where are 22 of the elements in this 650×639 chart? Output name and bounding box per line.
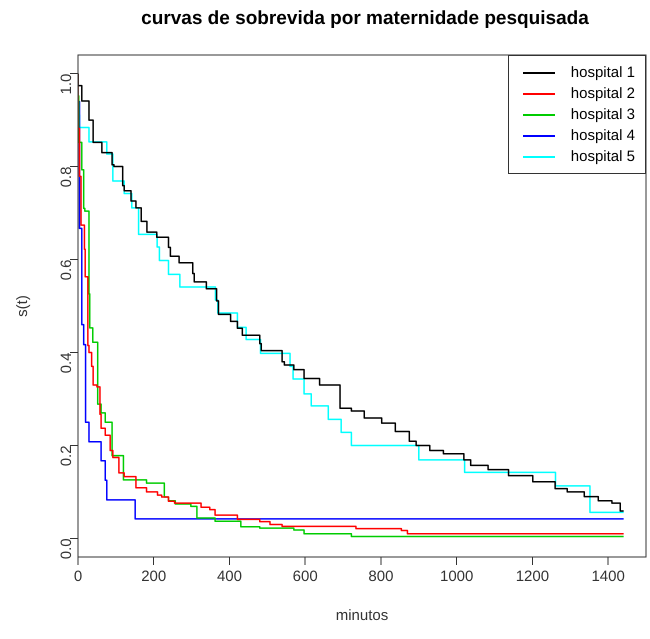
chart-title: curvas de sobrevida por maternidade pesquisada: [140, 8, 590, 30]
x-tick-label: 600: [292, 568, 318, 586]
legend-label: hospital 3: [570, 105, 635, 125]
legend-label: hospital 2: [570, 84, 635, 104]
y-tick-label: 1.0: [58, 74, 76, 94]
y-tick-label: 0.8: [58, 166, 76, 188]
legend-label: hospital 5: [570, 147, 635, 167]
y-tick-label: 0.0: [58, 538, 76, 560]
y-axis-title: s(t): [14, 295, 32, 317]
x-axis-title: minutos: [336, 607, 388, 624]
x-tick-label: 0: [74, 568, 82, 586]
y-tick-label: 0.4: [58, 352, 76, 374]
x-tick-label: 1000: [440, 568, 474, 586]
x-tick-label: 1400: [591, 568, 625, 586]
x-tick-label: 400: [216, 568, 242, 586]
x-tick-label: 800: [368, 568, 394, 586]
x-tick-label: 1200: [516, 568, 550, 586]
legend-label: hospital 4: [570, 126, 635, 146]
legend-label: hospital 1: [570, 63, 635, 83]
x-tick-label: 200: [141, 568, 166, 586]
y-tick-label: 0.2: [58, 445, 76, 466]
y-tick-label: 0.6: [58, 260, 76, 280]
